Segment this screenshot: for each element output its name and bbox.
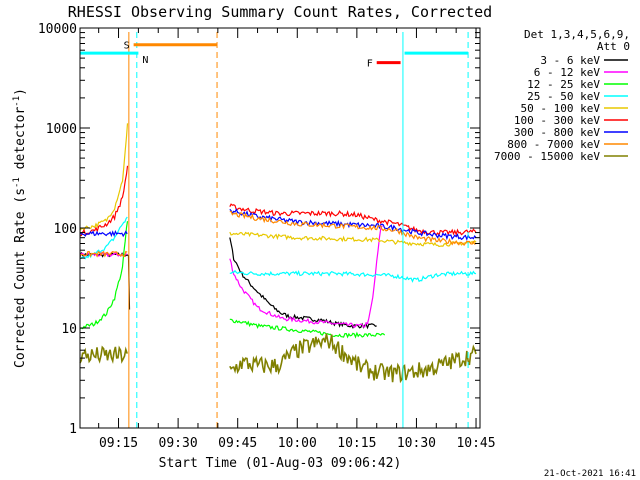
- y-label-end: ): [13, 88, 28, 96]
- y-label-sup2: -1: [12, 96, 22, 107]
- series-line-5: [79, 165, 477, 237]
- series-line-4: [79, 123, 477, 248]
- legend-label-5: 100 - 300 keV: [514, 114, 600, 127]
- series-line-8: [79, 333, 477, 384]
- footer-date: 21-Oct-2021 16:41: [544, 469, 636, 479]
- x-tick-label-1: 09:30: [159, 436, 198, 451]
- series-line-7: [79, 210, 477, 258]
- x-axis-label: Start Time (01-Aug-03 09:06:42): [159, 456, 402, 471]
- x-tick-label-6: 10:45: [456, 436, 495, 451]
- legend-header-1: Att 0: [597, 40, 630, 53]
- chart-title: RHESSI Observing Summary Count Rates, Co…: [68, 3, 492, 21]
- legend-label-8: 7000 - 15000 keV: [494, 150, 600, 163]
- axis-ticks: 1 10 100 1000 10000 09:15 09:30 09:45 10:00 10:15…: [38, 22, 496, 451]
- state-label-0: S: [124, 41, 130, 52]
- legend-label-7: 800 - 7000 keV: [507, 138, 600, 151]
- legend-label-4: 50 - 100 keV: [521, 102, 601, 115]
- y-label-mid: detector: [13, 107, 28, 178]
- series-line-6: [79, 208, 477, 241]
- y-axis-label: Corrected Count Rate (s-1 detector-1): [12, 88, 28, 368]
- y-tick-label-1: 10: [61, 322, 77, 337]
- x-tick-label-0: 09:15: [99, 436, 138, 451]
- y-tick-label-4: 10000: [38, 22, 77, 37]
- series-line-3: [79, 216, 477, 283]
- legend-label-1: 6 - 12 keV: [534, 66, 601, 79]
- y-tick-label-3: 1000: [46, 122, 77, 137]
- x-tick-label-4: 10:15: [337, 436, 376, 451]
- y-label-sup1: -1: [12, 177, 22, 188]
- y-tick-label-0: 1: [69, 422, 77, 437]
- y-label-main: Corrected Count Rate (s: [13, 188, 28, 368]
- legend-label-0: 3 - 6 keV: [540, 54, 600, 67]
- x-tick-label-3: 10:00: [278, 436, 317, 451]
- legend-header-0: Det 1,3,4,5,6,9,: [524, 28, 630, 41]
- series-line-2: [79, 221, 386, 339]
- state-label-1: N: [142, 55, 148, 66]
- legend-label-2: 12 - 25 keV: [527, 78, 600, 91]
- plot-area: S N F: [79, 32, 477, 428]
- x-tick-label-2: 09:45: [218, 436, 257, 451]
- state-label-2: F: [367, 59, 373, 70]
- x-tick-label-5: 10:30: [397, 436, 436, 451]
- legend-label-3: 25 - 50 keV: [527, 90, 600, 103]
- y-tick-label-2: 100: [54, 222, 77, 237]
- legend-label-6: 300 - 800 keV: [514, 126, 600, 139]
